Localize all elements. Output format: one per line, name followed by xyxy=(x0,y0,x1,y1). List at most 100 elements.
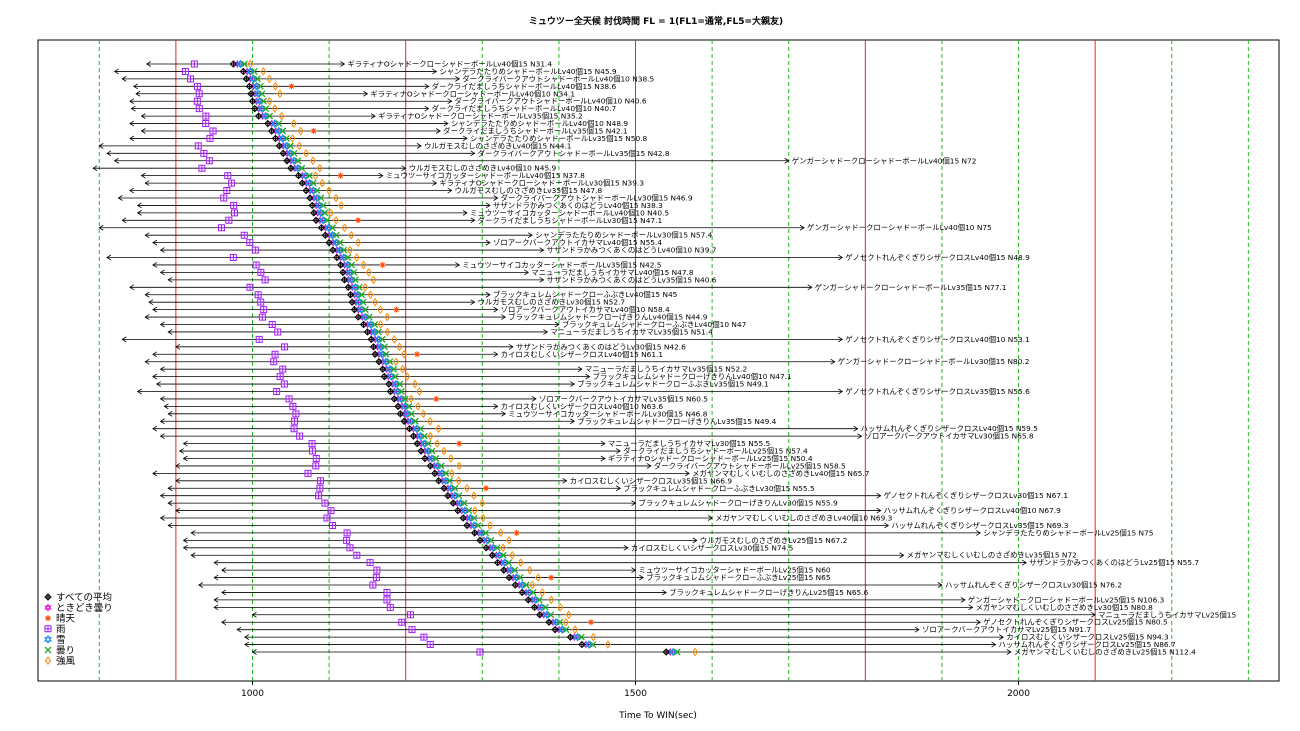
row-label: マニューラだましうちイカサマLv25個15 xyxy=(1098,610,1236,619)
row-label: ウルガモスむしのさざめきLv35個15 N47.8 xyxy=(455,186,603,195)
cloudy-marker xyxy=(529,588,537,596)
row-label: ダークライだましうちシャドーボールLv35個15 N42.1 xyxy=(443,126,628,135)
data-row: ハッサムれんぞくぎりシザークロスLv40個10 N67.9 xyxy=(175,506,1061,516)
windy-marker xyxy=(384,312,391,322)
arrow-head-left xyxy=(140,113,146,119)
data-row: ゾロアークバークアウトイカサマLv30個15 N65.8 xyxy=(159,431,1034,441)
legend-marker-star xyxy=(44,603,52,612)
windy-marker xyxy=(427,416,434,426)
data-row: ゾロアークバークアウトイカサマLv35個15 N60.5 xyxy=(159,394,708,404)
rain-marker xyxy=(195,105,203,113)
average-marker xyxy=(340,276,349,284)
arrow-head-left xyxy=(113,157,119,164)
row-label: ミュウツーサイコカッターシャドーボールLv30個15 N46.8 xyxy=(508,409,707,418)
legend-marker-asterisk xyxy=(45,615,51,622)
average-marker xyxy=(578,640,586,649)
arrow-head-left xyxy=(175,463,181,469)
data-row: シャンデラたたりめシャドーボールLv30個15 N57.4 xyxy=(144,230,713,240)
data-row: ミュウツーサイコカッターシャドーボールLv25個15 N60 xyxy=(221,565,831,575)
legend-marker-square-cross xyxy=(44,625,52,633)
rain-marker xyxy=(193,97,201,105)
snow-marker xyxy=(669,647,678,657)
arrow-head-left xyxy=(121,336,127,343)
row-label: ミュウツーサイコカッターシャドーボールLv40個10 N40.5 xyxy=(470,208,669,217)
average-marker xyxy=(482,544,490,552)
arrow-head-left xyxy=(98,143,104,149)
arrow-head-left xyxy=(167,277,173,283)
arrow-head-left xyxy=(175,477,181,484)
arrow-head-left xyxy=(121,76,127,82)
arrow-head-right xyxy=(991,641,997,648)
snow-marker xyxy=(416,431,425,441)
windy-marker xyxy=(271,104,278,114)
cloudy-marker xyxy=(305,172,313,180)
row-label: ハッサムれんぞくぎりシザークロスLv40個15 N59.5 xyxy=(861,424,1038,433)
arrow-head-right xyxy=(570,381,575,387)
arrow-head-right xyxy=(830,358,836,365)
rain-marker xyxy=(228,179,236,187)
cloudy-marker xyxy=(482,529,490,537)
arrow-head-left xyxy=(133,83,138,90)
row-label: ハッサムれんぞくぎりシザークロスLv25個15 N86.7 xyxy=(999,640,1176,649)
cloudy-marker xyxy=(260,97,267,105)
cloudy-marker xyxy=(493,544,501,552)
snow-marker xyxy=(437,468,446,478)
arrow-head-right xyxy=(501,314,507,320)
row-label: ゲノセクトれんぞくぎりシザークロスLv35個15 N55.6 xyxy=(845,387,1030,396)
sunny-marker xyxy=(288,83,295,90)
windy-marker xyxy=(411,379,418,389)
arrow-head-right xyxy=(363,90,369,97)
snow-marker xyxy=(254,89,262,99)
data-row: カイロスむしくいシザークロスLv30個15 N74.5 xyxy=(182,543,794,553)
windy-marker xyxy=(312,171,319,181)
windy-marker xyxy=(539,588,546,597)
row-label: サザンドラかみつくあくのはどうLv30個15 N42.6 xyxy=(516,342,686,351)
arrow-head-left xyxy=(148,299,154,306)
average-marker xyxy=(431,469,439,478)
data-row: ゲンガーシャドークローシャドーボールLv25個15 N106.3 xyxy=(213,595,1165,605)
cloudy-marker xyxy=(283,134,290,142)
data-row: ブラックキュレムシャドークローげきりんLv30個15 N55.9 xyxy=(167,498,838,508)
rain-marker xyxy=(205,157,213,165)
rain-marker xyxy=(291,417,299,425)
sunny-marker xyxy=(414,351,421,358)
arrow-head-right xyxy=(876,507,882,514)
row-label: ゾロアークバークアウトイカサマLv25個15 N91.7 xyxy=(922,625,1091,634)
cloudy-marker xyxy=(336,239,344,247)
rain-marker xyxy=(386,603,394,611)
windy-marker xyxy=(338,201,345,210)
arrow-head-right xyxy=(485,202,491,209)
windy-marker xyxy=(296,141,303,151)
row-label: ブラックキュレムシャドークローげきりんLv25個15 N65.6 xyxy=(669,588,868,597)
snow-marker xyxy=(374,334,383,344)
cloudy-marker xyxy=(411,417,419,425)
arrow-head-right xyxy=(857,433,863,439)
arrow-head-left xyxy=(152,373,158,380)
chart-title: ミュウツー全天候 討伐時間 FL = 1(FL1=通常,FL5=大親友) xyxy=(529,15,783,27)
snow-marker xyxy=(293,163,302,173)
windy-marker xyxy=(471,506,478,515)
arrow-head-left xyxy=(159,321,165,328)
arrow-head-left xyxy=(159,269,165,276)
cloudy-marker xyxy=(673,648,681,656)
rain-marker xyxy=(223,187,231,195)
row-label: ゾロアークバークアウトイカサマLv30個15 N65.8 xyxy=(865,432,1034,441)
average-marker xyxy=(251,104,259,113)
arrow-head-right xyxy=(424,83,430,90)
arrow-head-right xyxy=(899,552,905,559)
data-row: メガヤンマむしくいむしのさざめきLv25個15 N112.4 xyxy=(251,647,1196,657)
arrow-head-left xyxy=(167,410,173,417)
snow-marker xyxy=(537,602,546,612)
snow-marker xyxy=(412,424,421,434)
cloudy-marker xyxy=(424,440,432,448)
row-label: ゲンガーシャドークローシャドーボールLv40個10 N75 xyxy=(807,223,992,232)
arrow-head-left xyxy=(190,552,196,559)
windy-marker xyxy=(384,327,391,337)
arrow-head-right xyxy=(838,388,844,395)
average-marker xyxy=(367,335,375,344)
windy-marker xyxy=(396,342,403,352)
arrow-head-left xyxy=(159,366,165,373)
rain-marker xyxy=(246,239,254,247)
arrow-head-left xyxy=(244,634,250,640)
cloudy-marker xyxy=(371,321,379,328)
